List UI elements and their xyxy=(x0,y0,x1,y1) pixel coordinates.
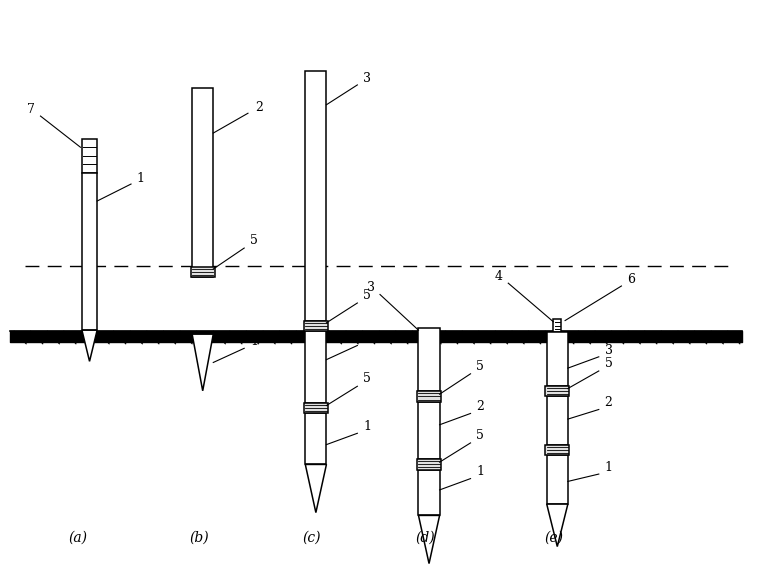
Text: 5: 5 xyxy=(363,289,371,302)
Polygon shape xyxy=(82,330,97,362)
Bar xyxy=(546,396,568,445)
Bar xyxy=(419,402,439,459)
Text: 1: 1 xyxy=(250,335,258,348)
Bar xyxy=(304,320,328,331)
Text: (a): (a) xyxy=(68,531,87,545)
Text: 5: 5 xyxy=(477,360,484,373)
Bar xyxy=(304,403,328,413)
Text: 1: 1 xyxy=(137,172,145,185)
Text: 3: 3 xyxy=(605,344,613,356)
Bar xyxy=(419,328,439,391)
Text: 1: 1 xyxy=(605,461,613,474)
Text: 7: 7 xyxy=(27,103,35,116)
Bar xyxy=(417,459,442,470)
Text: (b): (b) xyxy=(189,531,209,545)
Bar xyxy=(306,71,327,320)
Polygon shape xyxy=(546,504,568,547)
Bar xyxy=(191,267,215,277)
Text: 2: 2 xyxy=(363,332,371,345)
Bar xyxy=(546,332,568,386)
Text: (e): (e) xyxy=(544,531,563,545)
Bar xyxy=(553,319,562,332)
Text: 6: 6 xyxy=(627,273,635,285)
Bar xyxy=(419,470,439,515)
Bar xyxy=(546,455,568,504)
Bar xyxy=(192,88,214,277)
Text: 2: 2 xyxy=(477,400,484,413)
Bar xyxy=(545,386,569,396)
Text: (d): (d) xyxy=(416,531,435,545)
Text: 1: 1 xyxy=(363,420,371,433)
Text: 3: 3 xyxy=(363,72,371,85)
Text: 1: 1 xyxy=(477,465,484,478)
Bar xyxy=(82,173,97,330)
Text: 5: 5 xyxy=(605,357,613,370)
Bar xyxy=(82,139,97,173)
Polygon shape xyxy=(192,334,214,391)
Text: 3: 3 xyxy=(367,281,375,293)
Bar xyxy=(545,445,569,455)
Text: 5: 5 xyxy=(363,372,371,386)
Polygon shape xyxy=(419,515,439,563)
Text: 4: 4 xyxy=(495,270,502,283)
Polygon shape xyxy=(306,464,327,513)
Text: 5: 5 xyxy=(250,234,258,247)
Text: 2: 2 xyxy=(605,396,613,409)
Bar xyxy=(417,391,442,402)
Bar xyxy=(306,331,327,403)
Bar xyxy=(306,413,327,464)
Text: 2: 2 xyxy=(255,101,263,114)
Text: 5: 5 xyxy=(477,429,484,442)
Text: (c): (c) xyxy=(302,531,321,545)
